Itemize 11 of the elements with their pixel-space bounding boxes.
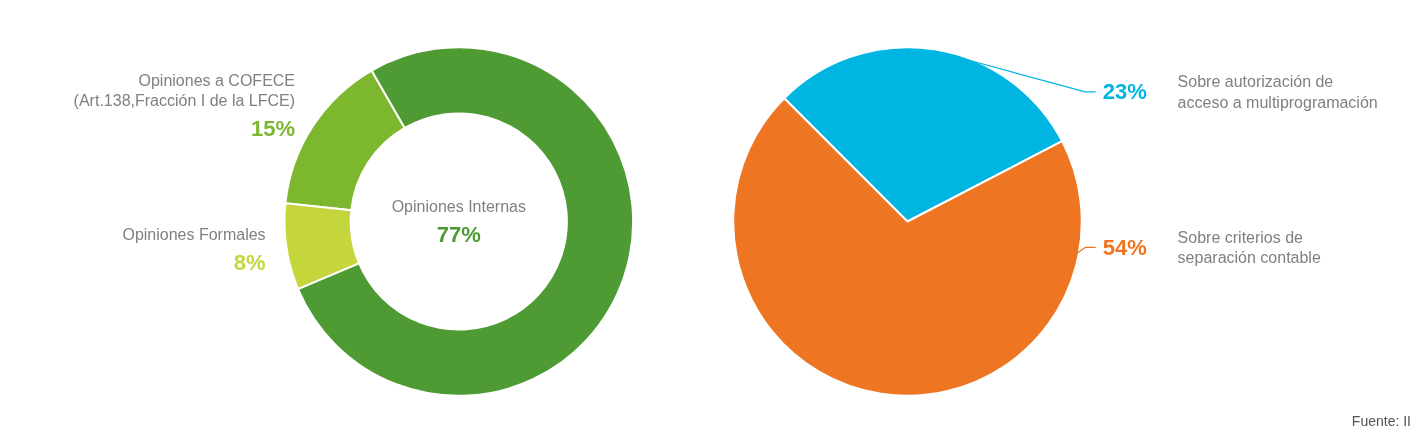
data-label: 23% bbox=[1102, 79, 1147, 105]
data-label: 15% bbox=[250, 116, 296, 142]
slice-label: Sobre autorización de acceso a multiprogramación bbox=[1177, 73, 1378, 111]
data-label: 8% bbox=[233, 249, 266, 275]
slice-label: Sobre criterios de separación contable bbox=[1177, 228, 1321, 267]
data-label: 77% bbox=[436, 221, 481, 247]
slice-label: Opiniones a COFECE (Art.138,Fracción I de la LFCE) bbox=[73, 71, 296, 110]
data-label: 54% bbox=[1102, 234, 1147, 260]
source-note: Fuente: II bbox=[1351, 412, 1412, 429]
slice-label: Opiniones Formales bbox=[122, 225, 266, 243]
slice-label: Opiniones Internas bbox=[391, 197, 526, 215]
